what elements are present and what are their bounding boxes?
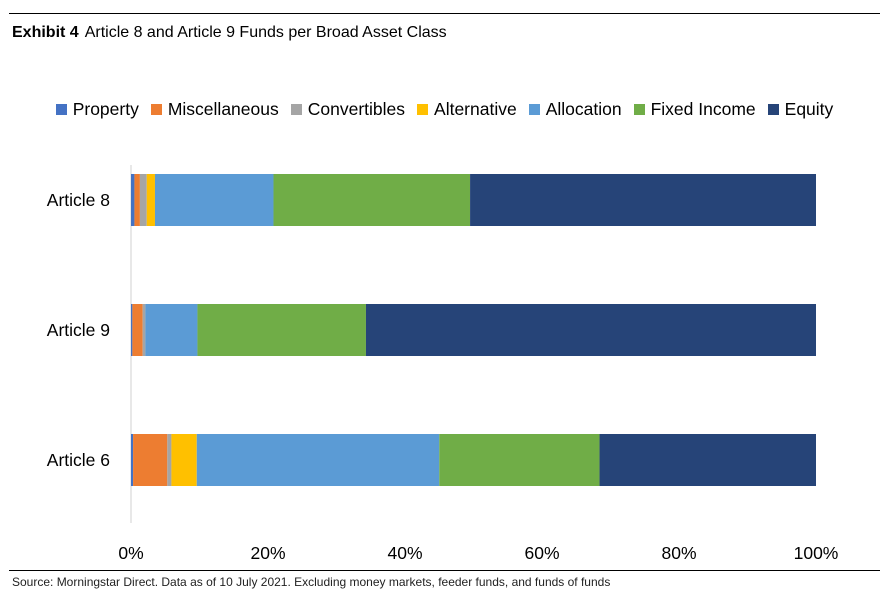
- top-rule: [9, 13, 880, 14]
- legend-label-alternative: Alternative: [434, 99, 517, 119]
- chart-title: Exhibit 4 Article 8 and Article 9 Funds p…: [12, 24, 447, 42]
- category-label-article-8: Article 8: [47, 190, 110, 210]
- bar-article-9-equity: [365, 304, 816, 356]
- x-tick-label: 80%: [661, 543, 696, 563]
- bar-article-6-equity: [599, 434, 816, 486]
- exhibit-number: Exhibit 4: [12, 24, 79, 41]
- legend-swatch-miscellaneous: [150, 104, 162, 115]
- bar-article-6-property: [131, 434, 134, 486]
- bar-article-8-equity: [470, 174, 816, 226]
- legend-swatch-convertibles: [290, 104, 302, 115]
- x-tick-label: 40%: [387, 543, 422, 563]
- x-tick-label: 0%: [118, 543, 143, 563]
- bar-article-6-miscellaneous: [133, 434, 168, 486]
- legend-item-equity: Equity: [767, 99, 834, 120]
- legend-swatch-alternative: [417, 104, 429, 115]
- bar-article-9-property: [131, 304, 133, 356]
- bar-article-6-allocation: [196, 434, 440, 486]
- bar-article-6-fixed-income: [439, 434, 600, 486]
- legend-item-alternative: Alternative: [417, 99, 517, 120]
- title-text: Article 8 and Article 9 Funds per Broad …: [84, 24, 447, 41]
- legend-item-fixed-income: Fixed Income: [633, 99, 756, 120]
- bar-article-8-miscellaneous: [134, 174, 140, 226]
- x-tick-label: 100%: [794, 543, 839, 563]
- category-label-article-6: Article 6: [47, 450, 110, 470]
- bar-article-9-miscellaneous: [132, 304, 143, 356]
- bar-article-9-allocation: [145, 304, 198, 356]
- legend-item-convertibles: Convertibles: [290, 99, 406, 120]
- legend-label-miscellaneous: Miscellaneous: [167, 99, 279, 119]
- bar-article-8-convertibles: [139, 174, 147, 226]
- legend-swatch-fixed-income: [633, 104, 645, 115]
- bar-article-9-fixed-income: [197, 304, 366, 356]
- legend-label-convertibles: Convertibles: [307, 99, 406, 119]
- legend-item-allocation: Allocation: [528, 99, 622, 120]
- bar-article-9-convertibles: [142, 304, 146, 356]
- legend-label-property: Property: [72, 99, 139, 119]
- legend-swatch-allocation: [528, 104, 540, 115]
- legend-swatch-property: [55, 104, 67, 115]
- source-note: Source: Morningstar Direct. Data as of 1…: [12, 575, 611, 589]
- bottom-rule: [9, 570, 880, 571]
- category-label-article-9: Article 9: [47, 320, 110, 340]
- bar-article-8-property: [131, 174, 135, 226]
- legend-swatch-equity: [767, 104, 779, 115]
- bar-article-8-alternative: [146, 174, 155, 226]
- bar-article-8-allocation: [154, 174, 274, 226]
- bar-article-6-alternative: [171, 434, 197, 486]
- legend-item-property: Property: [55, 99, 139, 120]
- legend-label-equity: Equity: [784, 99, 834, 119]
- x-tick-label: 60%: [524, 543, 559, 563]
- bar-article-8-fixed-income: [273, 174, 471, 226]
- legend: Property Miscellaneous Convertibles Alterna…: [0, 99, 889, 120]
- bar-article-6-convertibles: [167, 434, 172, 486]
- legend-item-miscellaneous: Miscellaneous: [150, 99, 279, 120]
- legend-label-allocation: Allocation: [545, 99, 622, 119]
- legend-label-fixed-income: Fixed Income: [650, 99, 756, 119]
- x-tick-label: 20%: [250, 543, 285, 563]
